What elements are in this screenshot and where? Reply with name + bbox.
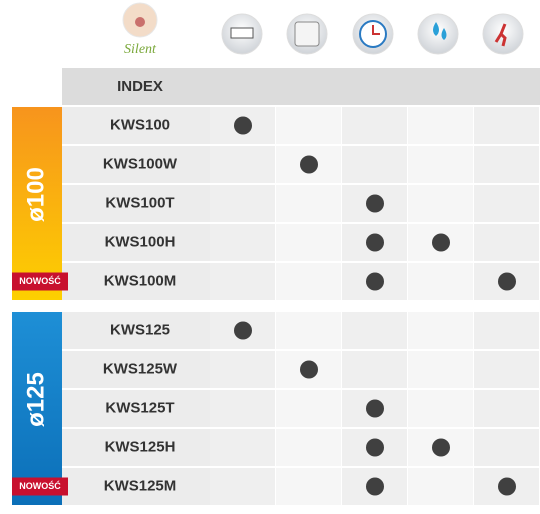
- header-row: [62, 68, 540, 105]
- feature-cell: [276, 312, 341, 349]
- feature-dot: [300, 155, 318, 174]
- row-name: KWS100: [110, 116, 170, 133]
- feature-cell: [342, 107, 407, 144]
- row-name: KWS125M: [104, 477, 177, 494]
- feature-dot: [234, 321, 252, 340]
- badge: [12, 477, 68, 496]
- feature-cell: [474, 224, 539, 261]
- feature-cell: [276, 263, 341, 300]
- feature-cell: [210, 185, 275, 222]
- feature-cell: [210, 468, 275, 505]
- row-name: KWS125T: [105, 399, 174, 416]
- feature-cell: [276, 107, 341, 144]
- index-header: INDEX: [117, 78, 163, 95]
- feature-cell: [474, 146, 539, 183]
- feature-cell: [276, 185, 341, 222]
- feature-cell: [342, 312, 407, 349]
- feature-cell: [210, 351, 275, 388]
- brand: Silent: [124, 42, 157, 57]
- index-cell: [62, 351, 210, 388]
- feature-dot: [366, 272, 384, 291]
- feature-dot: [432, 233, 450, 252]
- feature-cell: [408, 107, 473, 144]
- feature-cell: [210, 390, 275, 427]
- lips: [135, 17, 145, 27]
- feature-dot: [366, 477, 384, 496]
- icon-detail: [372, 25, 380, 35]
- group-band: [12, 107, 62, 300]
- row-name: KWS100T: [105, 194, 174, 211]
- group-label: ø125: [22, 372, 49, 427]
- index-cell: [62, 312, 210, 349]
- row-name: KWS125H: [105, 438, 176, 455]
- feature-dot: [366, 233, 384, 252]
- feature-cell: [474, 390, 539, 427]
- feature-cell: [408, 390, 473, 427]
- index-cell: [62, 263, 210, 300]
- feature-dot: [498, 272, 516, 291]
- feature-cell: [408, 312, 473, 349]
- icon-humidity: [417, 13, 459, 55]
- row-name: KWS100M: [104, 272, 177, 289]
- badge-text: NOWOŚĆ: [19, 275, 61, 286]
- feature-cell: [474, 185, 539, 222]
- feature-cell: [408, 351, 473, 388]
- icon-detail: [230, 27, 254, 39]
- feature-cell: [276, 390, 341, 427]
- icon-detail: [494, 23, 507, 47]
- badge-text: NOWOŚĆ: [19, 480, 61, 491]
- feature-cell: [408, 146, 473, 183]
- index-cell: [62, 146, 210, 183]
- icon-detail: [433, 22, 447, 40]
- group-label: ø100: [22, 167, 49, 222]
- feature-cell: [276, 429, 341, 466]
- feature-cell: [342, 351, 407, 388]
- icon-detail: [294, 21, 320, 47]
- index-cell: [62, 224, 210, 261]
- feature-cell: [474, 429, 539, 466]
- index-cell: [62, 185, 210, 222]
- feature-dot: [300, 360, 318, 379]
- badge: [12, 272, 68, 291]
- feature-cell: [474, 312, 539, 349]
- index-cell: [62, 429, 210, 466]
- feature-dot: [234, 116, 252, 135]
- row-name: KWS100W: [103, 155, 178, 172]
- feature-cell: [210, 224, 275, 261]
- feature-dot: [366, 194, 384, 213]
- feature-cell: [408, 263, 473, 300]
- feature-cell: [474, 107, 539, 144]
- feature-cell: [276, 224, 341, 261]
- feature-dot: [498, 477, 516, 496]
- feature-cell: [408, 185, 473, 222]
- feature-cell: [210, 429, 275, 466]
- index-cell: [62, 107, 210, 144]
- feature-cell: [342, 146, 407, 183]
- group-band: [12, 312, 62, 505]
- feature-dot: [366, 438, 384, 457]
- icons: Silent: [122, 2, 524, 57]
- row-name: KWS100H: [105, 233, 176, 250]
- feature-cell: [210, 146, 275, 183]
- feature-dot: [432, 438, 450, 457]
- feature-dot: [366, 399, 384, 418]
- index-cell: [62, 390, 210, 427]
- feature-cell: [210, 263, 275, 300]
- feature-cell: [408, 468, 473, 505]
- row-name: KWS125W: [103, 360, 178, 377]
- feature-cell: [276, 468, 341, 505]
- feature-cell: [474, 351, 539, 388]
- index-cell: [62, 468, 210, 505]
- row-name: KWS125: [110, 321, 170, 338]
